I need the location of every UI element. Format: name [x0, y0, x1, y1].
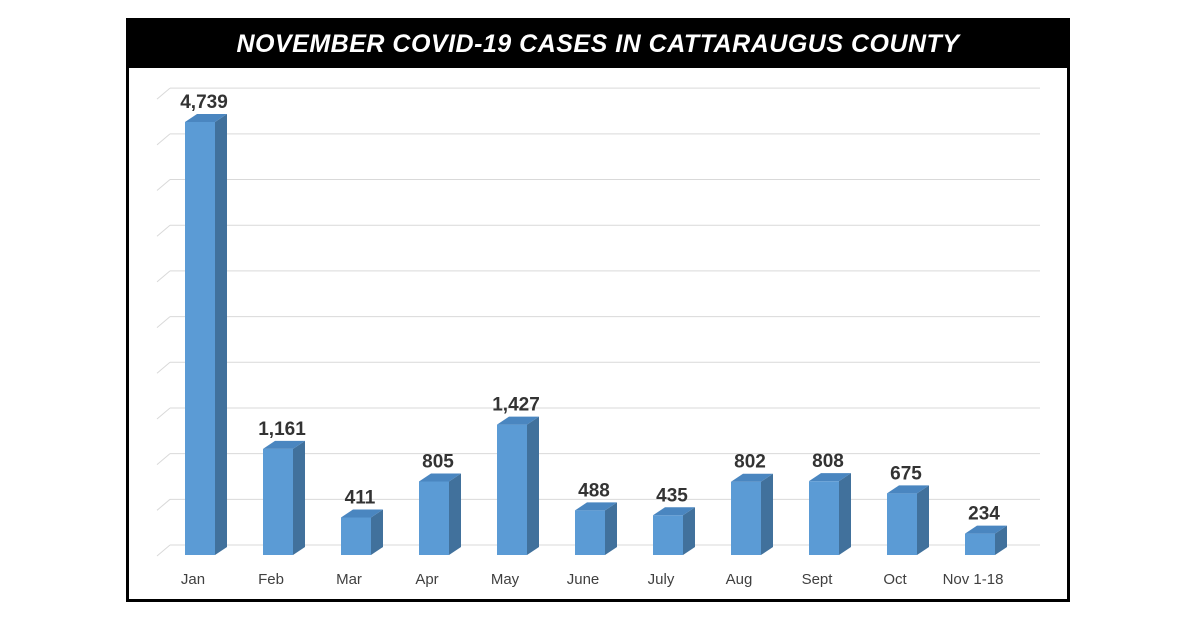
- bar-May: [497, 424, 527, 555]
- category-label: Sept: [802, 571, 834, 588]
- gridline-side: [156, 270, 171, 283]
- bar-side: [449, 473, 461, 555]
- bar-top: [341, 509, 383, 518]
- gridline-side: [156, 453, 171, 466]
- bar-top: [653, 507, 695, 516]
- bar-top: [263, 440, 305, 449]
- category-label: May: [491, 571, 520, 588]
- bar-Aug: [731, 481, 761, 555]
- bar-side: [371, 509, 383, 555]
- category-label: Jan: [181, 571, 205, 588]
- bar-top: [731, 473, 773, 482]
- bar-side: [761, 473, 773, 555]
- bar-side: [917, 485, 929, 555]
- bar-Sept: [809, 481, 839, 555]
- category-label: July: [648, 571, 675, 588]
- data-label: 808: [812, 451, 844, 472]
- bar-side: [683, 507, 695, 555]
- bar-June: [575, 510, 605, 555]
- bar-side: [293, 440, 305, 555]
- bar-side: [527, 416, 539, 555]
- category-label: Apr: [415, 571, 438, 588]
- category-label: June: [567, 571, 600, 588]
- category-label: Nov 1-18: [943, 571, 1004, 588]
- bar-side: [995, 525, 1007, 555]
- bar-Oct: [887, 493, 917, 555]
- data-label: 805: [422, 451, 454, 472]
- bar-top: [809, 473, 851, 482]
- bar-top: [887, 485, 929, 494]
- data-label: 802: [734, 452, 766, 473]
- gridline-side: [156, 407, 171, 420]
- gridline-side: [156, 224, 171, 237]
- bar-Feb: [263, 448, 293, 555]
- gridline-side: [156, 87, 171, 100]
- data-label: 411: [345, 487, 376, 508]
- bar-July: [653, 515, 683, 555]
- gridline-side: [156, 544, 171, 557]
- bar-Jan: [185, 122, 215, 555]
- category-label: Feb: [258, 571, 284, 588]
- data-label: 234: [968, 504, 1000, 525]
- data-label: 1,427: [492, 395, 540, 416]
- bar-Nov 1-18: [965, 533, 995, 555]
- data-label: 435: [656, 485, 688, 506]
- data-label: 1,161: [258, 419, 306, 440]
- gridline-side: [156, 133, 171, 146]
- data-label: 675: [890, 463, 922, 484]
- bar-top: [185, 114, 227, 122]
- bar-Mar: [341, 517, 371, 555]
- gridline-side: [156, 179, 171, 191]
- gridline-side: [156, 316, 171, 328]
- category-label: Mar: [336, 571, 362, 588]
- gridline-side: [156, 361, 171, 374]
- bar-side: [605, 502, 617, 555]
- gridline-side: [156, 498, 171, 511]
- data-label: 4,739: [180, 92, 228, 113]
- category-label: Oct: [883, 571, 907, 588]
- bar-side: [215, 114, 227, 555]
- title-bar: NOVEMBER COVID-19 CASES IN CATTARAUGUS C…: [129, 21, 1067, 68]
- bar-top: [575, 502, 617, 511]
- bar-top: [419, 473, 461, 482]
- category-label: Aug: [726, 571, 753, 588]
- data-label: 488: [578, 480, 610, 501]
- bar-side: [839, 473, 851, 555]
- bar-top: [965, 525, 1007, 534]
- bar-top: [497, 416, 539, 425]
- bar-Apr: [419, 481, 449, 555]
- chart-title: NOVEMBER COVID-19 CASES IN CATTARAUGUS C…: [236, 30, 960, 58]
